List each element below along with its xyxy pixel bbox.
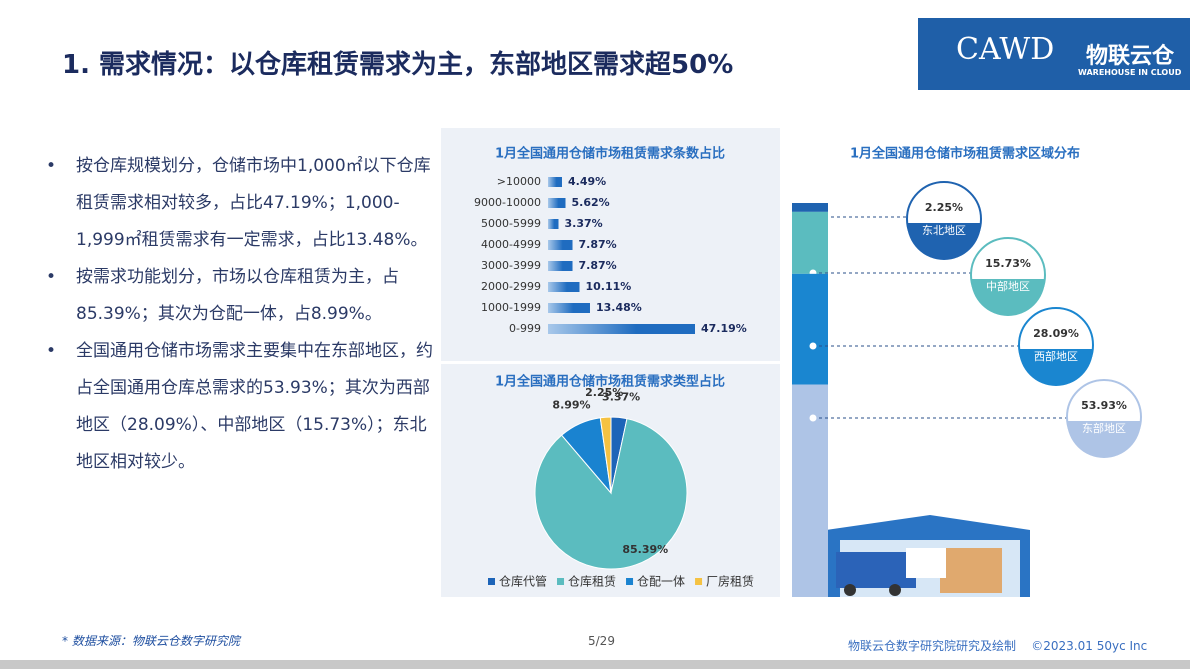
bar-segment xyxy=(792,203,828,212)
category-label: 东部地区 xyxy=(1082,421,1126,435)
category-label: 中部地区 xyxy=(986,279,1030,293)
bullet: • 按仓库规模划分，仓储市场中1,000㎡以下仓库租赁需求相对较多，占比47.19… xyxy=(44,148,436,259)
warehouse-illustration xyxy=(826,515,1030,597)
value-label: 13.48% xyxy=(596,301,642,314)
bullet-dot: • xyxy=(46,267,57,287)
bar xyxy=(548,261,573,271)
value-label: 28.09% xyxy=(1033,327,1079,340)
bar xyxy=(548,198,566,208)
chart-title: 1月全国通用仓储市场租赁需求条数占比 xyxy=(495,146,725,162)
value-label: 47.19% xyxy=(701,322,747,335)
bottom-bar xyxy=(0,660,1190,669)
bar xyxy=(548,324,695,334)
region-circle-fill xyxy=(971,279,1045,316)
y-tick-label: 4000-4999 xyxy=(481,238,541,251)
bar xyxy=(548,240,573,250)
y-tick-label: >10000 xyxy=(497,175,541,188)
logo-box: CAWD 物联云仓 WAREHOUSE IN CLOUD xyxy=(918,18,1190,90)
value-label: 7.87% xyxy=(579,238,617,251)
bullet: • 按需求功能划分，市场以仓库租赁为主，占85.39%；其次为仓配一体，占8.99… xyxy=(44,259,436,333)
bar xyxy=(548,219,559,229)
legend-swatch xyxy=(557,578,565,585)
leader-dot xyxy=(808,341,818,351)
y-tick-label: 5000-5999 xyxy=(481,217,541,230)
legend-swatch xyxy=(695,578,703,585)
region-circle-fill xyxy=(1019,349,1093,386)
legend-label: 厂房租赁 xyxy=(706,574,754,589)
value-label: 3.37% xyxy=(602,391,640,404)
logo-brand-sub: WAREHOUSE IN CLOUD xyxy=(1078,68,1182,77)
logo-brand: 物联云仓 xyxy=(1086,44,1175,69)
credit: 物联云仓数字研究院研究及绘制 ©2023.01 50yc Inc xyxy=(848,639,1148,653)
y-tick-label: 9000-10000 xyxy=(474,196,541,209)
legend-swatch xyxy=(626,578,634,585)
legend-swatch xyxy=(488,578,495,585)
bullet-text: 按仓库规模划分，仓储市场中1,000㎡以下仓库租赁需求相对较多，占比47.19%… xyxy=(76,156,431,250)
legend-label: 仓配一体 xyxy=(637,575,685,589)
y-tick-label: 3000-3999 xyxy=(481,259,541,272)
logo-cawd: CAWD xyxy=(956,32,1055,67)
value-label: 5.62% xyxy=(572,196,610,209)
source-note: * 数据来源：物联云仓数字研究院 xyxy=(62,634,240,648)
bullet-dot: • xyxy=(46,156,57,176)
bullet-list: • 按仓库规模划分，仓储市场中1,000㎡以下仓库租赁需求相对较多，占比47.19… xyxy=(44,148,436,481)
legend-label: 仓库租赁 xyxy=(568,574,616,589)
value-label: 7.87% xyxy=(579,259,617,272)
y-tick-label: 2000-2999 xyxy=(481,280,541,293)
panel-divider xyxy=(441,361,780,364)
slide-title: 1. 需求情况：以仓库租赁需求为主，东部地区需求超50% xyxy=(62,50,734,80)
bar xyxy=(548,303,590,313)
region-circle-fill xyxy=(907,223,981,260)
value-label: 8.99% xyxy=(552,398,590,411)
y-tick-label: 0-999 xyxy=(509,322,541,335)
category-label: 东北地区 xyxy=(922,224,966,237)
y-tick-label: 1000-1999 xyxy=(481,301,541,314)
chart-title: 1月全国通用仓储市场租赁需求类型占比 xyxy=(495,374,725,390)
region-circle-fill xyxy=(1067,421,1141,458)
leader-dot xyxy=(808,413,818,423)
bar-segment xyxy=(792,211,828,274)
bullet-text: 按需求功能划分，市场以仓库租赁为主，占85.39%；其次为仓配一体，占8.99%… xyxy=(76,267,399,324)
bar xyxy=(548,177,562,187)
bar-segment xyxy=(792,273,828,385)
bullet-text: 全国通用仓储市场需求主要集中在东部地区，约占全国通用仓库总需求的53.93%；其… xyxy=(76,341,433,472)
value-label: 4.49% xyxy=(568,175,606,188)
legend-label: 仓库代管 xyxy=(499,574,547,589)
value-label: 53.93% xyxy=(1081,399,1127,412)
bullet: • 全国通用仓储市场需求主要集中在东部地区，约占全国通用仓库总需求的53.93%；… xyxy=(44,333,436,481)
category-label: 西部地区 xyxy=(1034,349,1078,363)
chart-title: 1月全国通用仓储市场租赁需求区域分布 xyxy=(850,146,1080,162)
page-number: 5/29 xyxy=(588,634,615,648)
value-label: 85.39% xyxy=(622,543,668,556)
value-label: 2.25% xyxy=(585,386,623,399)
pie-slice xyxy=(599,416,612,494)
pie-slice xyxy=(534,418,688,570)
value-label: 2.25% xyxy=(925,201,963,214)
value-label: 10.11% xyxy=(585,280,631,293)
bar xyxy=(548,282,580,292)
value-label: 3.37% xyxy=(564,217,602,230)
bullet-dot: • xyxy=(46,341,57,361)
value-label: 15.73% xyxy=(985,257,1031,270)
